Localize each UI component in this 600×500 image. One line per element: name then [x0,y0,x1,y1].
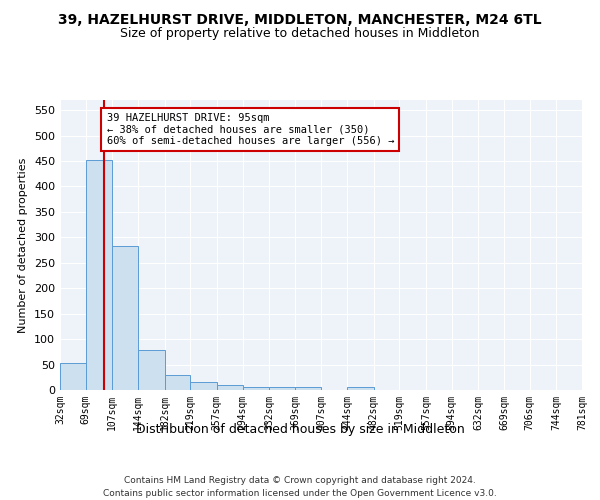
Bar [347,388,374,390]
Bar [269,388,295,390]
Bar [164,374,190,390]
Text: 39 HAZELHURST DRIVE: 95sqm
← 38% of detached houses are smaller (350)
60% of sem: 39 HAZELHURST DRIVE: 95sqm ← 38% of deta… [107,112,394,146]
Bar [242,388,269,390]
Bar [138,350,164,390]
Bar [86,160,112,390]
Text: Size of property relative to detached houses in Middleton: Size of property relative to detached ho… [120,28,480,40]
Bar [190,382,217,390]
Text: Contains public sector information licensed under the Open Government Licence v3: Contains public sector information licen… [103,489,497,498]
Bar [295,387,322,390]
Y-axis label: Number of detached properties: Number of detached properties [19,158,28,332]
Bar [60,363,86,390]
Bar [112,246,138,390]
Bar [217,385,242,390]
Text: Distribution of detached houses by size in Middleton: Distribution of detached houses by size … [136,422,464,436]
Text: Contains HM Land Registry data © Crown copyright and database right 2024.: Contains HM Land Registry data © Crown c… [124,476,476,485]
Text: 39, HAZELHURST DRIVE, MIDDLETON, MANCHESTER, M24 6TL: 39, HAZELHURST DRIVE, MIDDLETON, MANCHES… [58,12,542,26]
